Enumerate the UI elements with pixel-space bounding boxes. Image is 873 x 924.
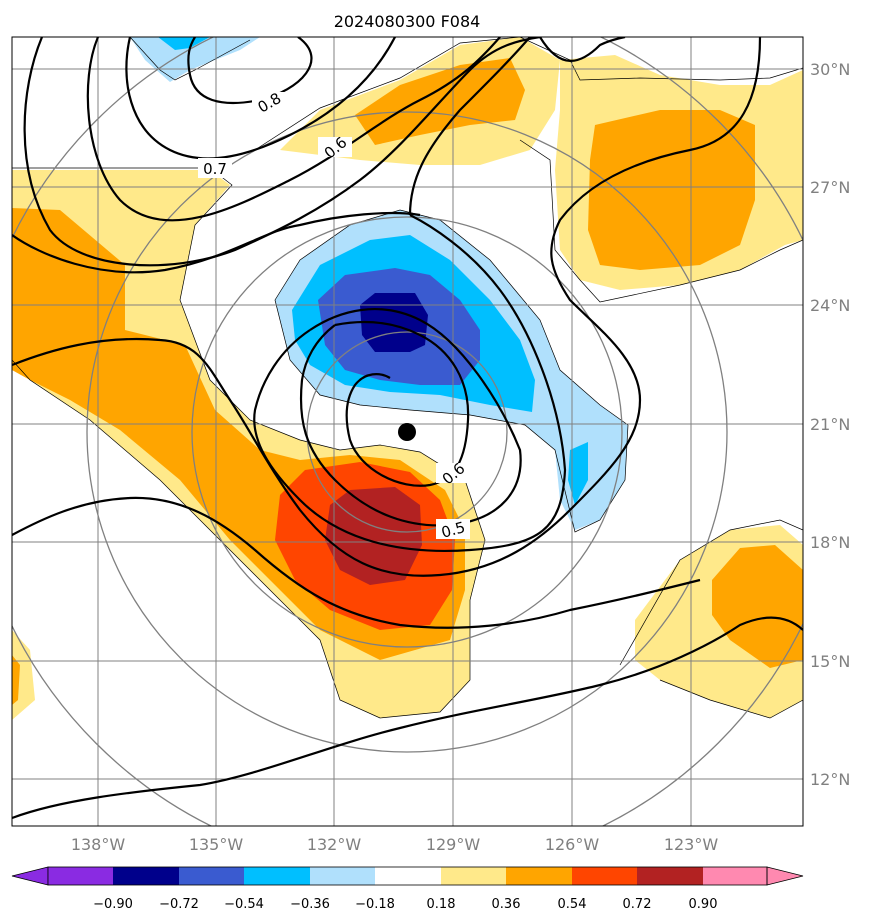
colorbar-label: 0.54	[558, 897, 587, 912]
colorbar-segment	[113, 867, 179, 885]
positive-anomaly-region	[588, 110, 755, 270]
negative-anomaly-region	[158, 37, 210, 50]
colorbar-label: −0.72	[159, 897, 199, 912]
map-area	[12, 37, 803, 826]
colorbar-segment	[637, 867, 703, 885]
lon-label: 123°W	[664, 835, 719, 854]
latitude-labels: 30°N 27°N 24°N 21°N 18°N 15°N 12°N	[810, 60, 850, 789]
colorbar-label: −0.90	[93, 897, 133, 912]
colorbar-label: 0.72	[623, 897, 652, 912]
colorbar-extend-high	[766, 866, 804, 886]
lat-label: 18°N	[810, 533, 850, 552]
contour-line	[253, 214, 567, 553]
negative-anomaly-region	[130, 37, 260, 82]
colorbar: −0.90 −0.72 −0.54 −0.36 −0.18 0.18 0.36 …	[11, 866, 804, 912]
contour-line	[12, 616, 803, 820]
figure-title: 2024080300 F084	[334, 12, 481, 31]
contour-label: 0.7	[203, 160, 227, 178]
colorbar-label: 0.90	[689, 897, 718, 912]
lon-label: 129°W	[426, 835, 481, 854]
colorbar-frame	[47, 866, 768, 886]
colorbar-label: −0.54	[224, 897, 264, 912]
positive-anomaly-region	[712, 545, 803, 668]
lat-label: 27°N	[810, 178, 850, 197]
map-frame	[11, 36, 804, 827]
contour-line	[187, 37, 313, 104]
colorbar-segment	[244, 867, 310, 885]
lat-label: 24°N	[810, 296, 850, 315]
colorbar-extend-low	[11, 866, 49, 886]
range-ring	[86, 111, 728, 753]
contour-line	[12, 496, 701, 629]
colorbar-label: 0.18	[427, 897, 456, 912]
colorbar-label: 0.36	[492, 897, 521, 912]
colorbar-segment	[48, 867, 113, 885]
colorbar-segment	[572, 867, 637, 885]
lat-label: 15°N	[810, 652, 850, 671]
lon-label: 126°W	[545, 835, 600, 854]
contour-label: 0.5	[439, 518, 467, 542]
lat-label: 21°N	[810, 415, 850, 434]
lat-label: 30°N	[810, 60, 850, 79]
colorbar-segment	[375, 867, 441, 885]
range-ring	[191, 216, 623, 648]
colorbar-label: −0.18	[355, 897, 395, 912]
contour-line	[299, 308, 522, 527]
contour-line	[125, 37, 396, 160]
positive-anomaly-region	[325, 487, 422, 585]
colorbar-segment	[441, 867, 506, 885]
contour-line	[539, 37, 626, 62]
lat-label: 12°N	[810, 770, 850, 789]
colorbar-label: −0.36	[290, 897, 330, 912]
colorbar-segment	[506, 867, 572, 885]
lon-label: 135°W	[189, 835, 244, 854]
longitude-labels: 138°W 135°W 132°W 129°W 126°W 123°W	[71, 835, 719, 854]
negative-anomaly-region	[568, 442, 588, 505]
colorbar-segment	[703, 867, 767, 885]
lon-label: 132°W	[307, 835, 362, 854]
colorbar-segment	[310, 867, 375, 885]
lon-label: 138°W	[71, 835, 126, 854]
colorbar-segment	[179, 867, 244, 885]
positive-anomaly-region	[12, 655, 20, 705]
range-rings	[12, 37, 803, 826]
contour-line	[408, 37, 531, 216]
contour-line	[12, 211, 421, 274]
contour-line	[334, 320, 470, 487]
thick-contours	[12, 37, 803, 820]
contour-line	[12, 37, 762, 577]
contour-line	[86, 37, 501, 222]
range-ring	[306, 331, 508, 533]
storm-center-marker	[398, 423, 416, 441]
